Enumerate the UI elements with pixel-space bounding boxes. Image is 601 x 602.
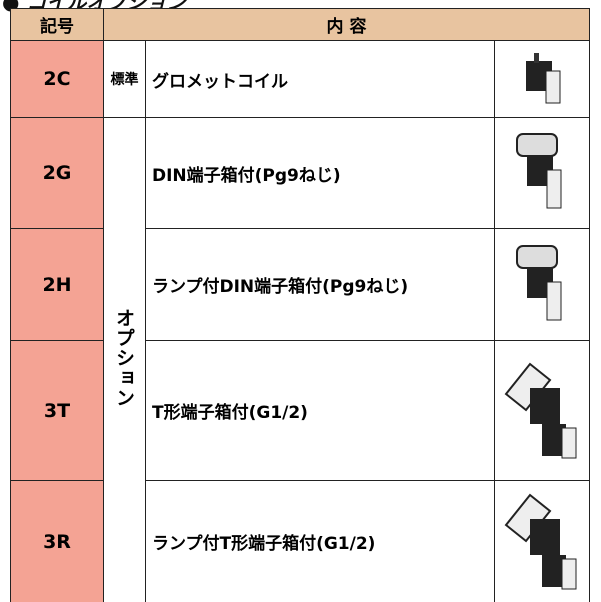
row: 3R ランプ付T形端子箱付(G1/2) (10, 480, 590, 602)
coil-icon (516, 244, 562, 320)
option-table: 記号 内 容 2C 標準 グロメットコイル 2G オプション DIN端子箱付(P… (10, 8, 590, 602)
coil-icon (504, 493, 577, 589)
description: ランプ付T形端子箱付(G1/2) (145, 480, 495, 602)
coil-icon (526, 53, 561, 104)
code: 2G (10, 117, 104, 229)
description: T形端子箱付(G1/2) (145, 340, 495, 481)
header-row: 記号 内 容 (10, 8, 590, 41)
image-cell (494, 340, 590, 481)
description: グロメットコイル (145, 40, 495, 118)
group-cell: オプション (103, 117, 146, 602)
code: 3T (10, 340, 104, 481)
image-cell (494, 117, 590, 229)
group-label: オプション (113, 308, 135, 408)
row: 2G オプション DIN端子箱付(Pg9ねじ) (10, 117, 590, 602)
image-cell (494, 40, 590, 118)
code: 2H (10, 228, 104, 341)
row: 2H ランプ付DIN端子箱付(Pg9ねじ) (10, 228, 590, 341)
coil-icon (504, 362, 577, 458)
description: DIN端子箱付(Pg9ねじ) (145, 117, 495, 229)
row: 3T T形端子箱付(G1/2) (10, 340, 590, 481)
code: 3R (10, 480, 104, 602)
row: 2C 標準 グロメットコイル (10, 40, 590, 118)
description: ランプ付DIN端子箱付(Pg9ねじ) (145, 228, 495, 341)
coil-icon (516, 133, 562, 209)
code: 2C (10, 40, 104, 118)
image-cell (494, 480, 590, 602)
column-header: 内 容 (103, 8, 590, 41)
column-header: 記号 (10, 8, 104, 41)
group-label: 標準 (103, 40, 146, 118)
image-cell (494, 228, 590, 341)
